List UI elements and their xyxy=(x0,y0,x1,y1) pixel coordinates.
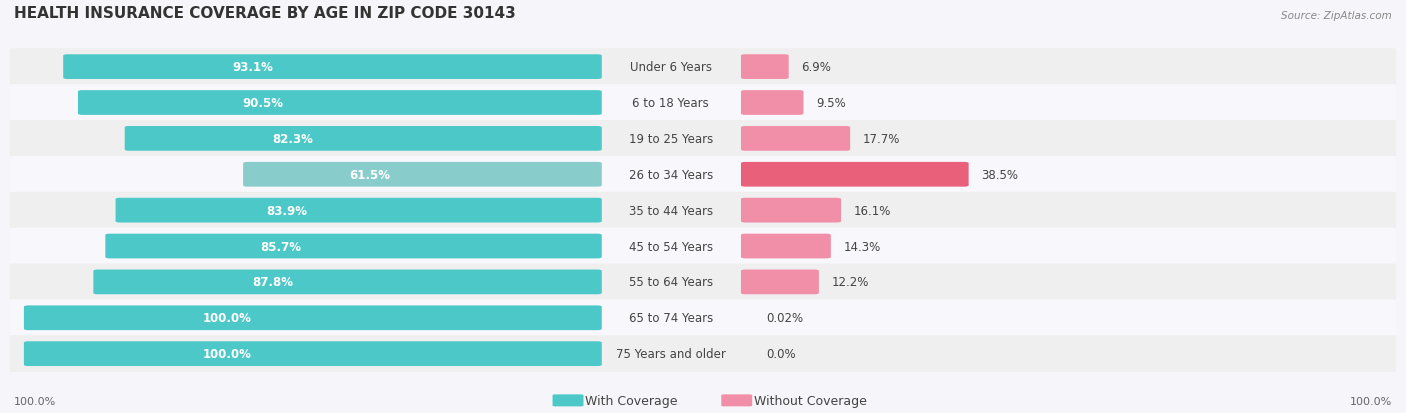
FancyBboxPatch shape xyxy=(553,394,583,406)
Text: 38.5%: 38.5% xyxy=(981,169,1018,181)
FancyBboxPatch shape xyxy=(741,270,818,294)
Text: 90.5%: 90.5% xyxy=(242,97,283,110)
FancyBboxPatch shape xyxy=(24,306,602,330)
Text: 85.7%: 85.7% xyxy=(260,240,301,253)
Text: 45 to 54 Years: 45 to 54 Years xyxy=(628,240,713,253)
FancyBboxPatch shape xyxy=(721,394,752,406)
FancyBboxPatch shape xyxy=(125,127,602,152)
Text: 65 to 74 Years: 65 to 74 Years xyxy=(628,311,713,325)
FancyBboxPatch shape xyxy=(10,264,1396,301)
FancyBboxPatch shape xyxy=(243,162,602,187)
Text: 6 to 18 Years: 6 to 18 Years xyxy=(633,97,709,110)
Text: 93.1%: 93.1% xyxy=(232,61,273,74)
Text: 75 Years and older: 75 Years and older xyxy=(616,347,725,360)
Text: 12.2%: 12.2% xyxy=(831,276,869,289)
Text: 6.9%: 6.9% xyxy=(801,61,831,74)
Text: 17.7%: 17.7% xyxy=(863,133,900,145)
FancyBboxPatch shape xyxy=(10,157,1396,193)
Text: HEALTH INSURANCE COVERAGE BY AGE IN ZIP CODE 30143: HEALTH INSURANCE COVERAGE BY AGE IN ZIP … xyxy=(14,6,516,21)
FancyBboxPatch shape xyxy=(741,234,831,259)
Text: 87.8%: 87.8% xyxy=(252,276,292,289)
FancyBboxPatch shape xyxy=(10,85,1396,121)
Text: 100.0%: 100.0% xyxy=(14,396,56,406)
FancyBboxPatch shape xyxy=(10,300,1396,336)
Text: 0.0%: 0.0% xyxy=(766,347,796,360)
FancyBboxPatch shape xyxy=(63,55,602,80)
Text: 16.1%: 16.1% xyxy=(853,204,891,217)
FancyBboxPatch shape xyxy=(10,335,1396,372)
Text: 35 to 44 Years: 35 to 44 Years xyxy=(628,204,713,217)
FancyBboxPatch shape xyxy=(115,198,602,223)
Text: 0.02%: 0.02% xyxy=(766,311,803,325)
FancyBboxPatch shape xyxy=(10,192,1396,229)
FancyBboxPatch shape xyxy=(24,342,602,366)
Text: 14.3%: 14.3% xyxy=(844,240,880,253)
Text: 55 to 64 Years: 55 to 64 Years xyxy=(628,276,713,289)
Text: 9.5%: 9.5% xyxy=(815,97,846,110)
FancyBboxPatch shape xyxy=(741,162,969,187)
FancyBboxPatch shape xyxy=(741,198,841,223)
Text: Without Coverage: Without Coverage xyxy=(754,394,866,407)
Text: 100.0%: 100.0% xyxy=(202,347,252,360)
Text: Source: ZipAtlas.com: Source: ZipAtlas.com xyxy=(1281,11,1392,21)
Text: 26 to 34 Years: 26 to 34 Years xyxy=(628,169,713,181)
Text: 82.3%: 82.3% xyxy=(273,133,314,145)
Text: 100.0%: 100.0% xyxy=(202,311,252,325)
Text: With Coverage: With Coverage xyxy=(585,394,678,407)
FancyBboxPatch shape xyxy=(741,91,803,116)
Text: Under 6 Years: Under 6 Years xyxy=(630,61,711,74)
Text: 19 to 25 Years: 19 to 25 Years xyxy=(628,133,713,145)
FancyBboxPatch shape xyxy=(77,91,602,116)
FancyBboxPatch shape xyxy=(105,234,602,259)
Text: 100.0%: 100.0% xyxy=(1350,396,1392,406)
Text: 83.9%: 83.9% xyxy=(267,204,308,217)
FancyBboxPatch shape xyxy=(10,121,1396,157)
Text: 61.5%: 61.5% xyxy=(350,169,391,181)
FancyBboxPatch shape xyxy=(10,49,1396,86)
FancyBboxPatch shape xyxy=(741,127,851,152)
FancyBboxPatch shape xyxy=(10,228,1396,265)
FancyBboxPatch shape xyxy=(93,270,602,294)
FancyBboxPatch shape xyxy=(741,55,789,80)
